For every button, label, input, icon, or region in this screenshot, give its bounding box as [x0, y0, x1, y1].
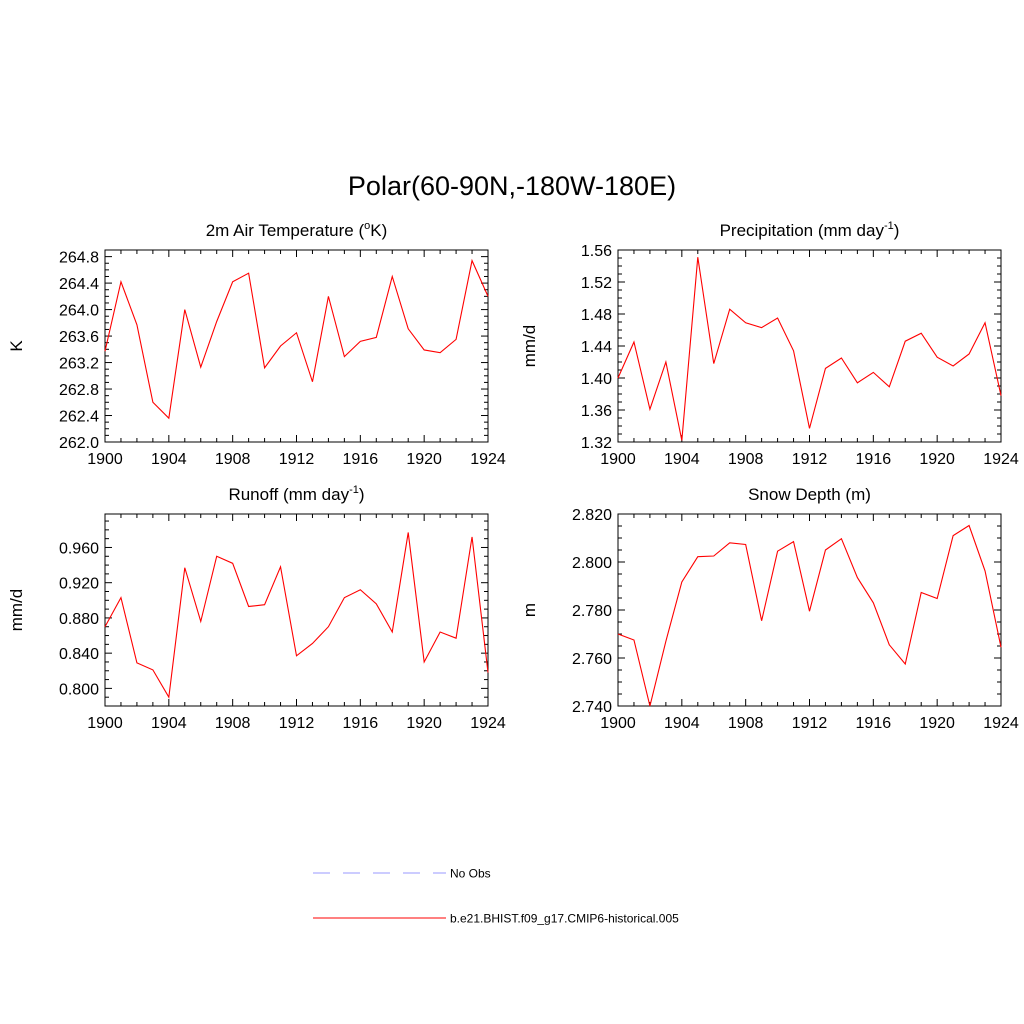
x-tick-label: 1900 — [600, 451, 636, 468]
panel-title: Precipitation (mm day-1) — [720, 220, 900, 240]
x-tick-label: 1924 — [983, 715, 1019, 732]
x-tick-label: 1920 — [919, 715, 955, 732]
x-tick-label: 1908 — [728, 715, 764, 732]
y-tick-label: 0.920 — [59, 576, 99, 593]
x-tick-label: 1920 — [919, 451, 955, 468]
panel-title-superscript: -1 — [349, 484, 359, 496]
y-tick-label: 264.0 — [59, 303, 99, 320]
x-tick-label: 1908 — [215, 715, 251, 732]
page-title: Polar(60-90N,-180W-180E) — [348, 171, 676, 201]
y-tick-label: 262.0 — [59, 435, 99, 452]
legend-item: No Obs — [313, 867, 491, 881]
panel-title-end: ) — [894, 221, 900, 240]
plot-frame — [104, 249, 489, 443]
x-tick-label: 1912 — [792, 715, 828, 732]
series-line — [104, 532, 489, 699]
panel-title-superscript: o — [364, 220, 370, 232]
x-tick-label: 1924 — [470, 451, 506, 468]
x-tick-label: 1908 — [728, 451, 764, 468]
x-tick-label: 1900 — [87, 451, 123, 468]
y-tick-label: 1.32 — [581, 435, 612, 452]
y-tick-label: 0.800 — [59, 681, 99, 698]
y-tick-label: 264.8 — [59, 250, 99, 267]
x-tick-label: 1904 — [664, 715, 700, 732]
legend-label: No Obs — [450, 867, 491, 881]
y-tick-label: 0.840 — [59, 646, 99, 663]
y-tick-label: 262.4 — [59, 409, 99, 426]
x-tick-label: 1920 — [406, 715, 442, 732]
y-tick-label: 1.36 — [581, 403, 612, 420]
y-axis-label: m — [520, 603, 539, 617]
y-tick-label: 0.880 — [59, 611, 99, 628]
x-tick-label: 1916 — [856, 451, 892, 468]
x-tick-label: 1900 — [87, 715, 123, 732]
panel-precipitation: Precipitation (mm day-1) mm/d 1900 1904 1908… — [520, 220, 1019, 468]
y-tick-label: 2.760 — [572, 651, 612, 668]
panels: 2m Air Temperature (oK) K 1900 1904 1908 1912… — [7, 220, 1019, 732]
x-tick-label: 1904 — [151, 451, 187, 468]
panel-title: Runoff (mm day-1) — [228, 484, 364, 504]
y-tick-label: 262.8 — [59, 382, 99, 399]
x-tick-label: 1916 — [343, 451, 379, 468]
y-tick-label: 1.48 — [581, 307, 612, 324]
x-tick-label: 1912 — [279, 715, 315, 732]
panel-snow-depth: Snow Depth (m) m 1900 1904 1908 1912 1916 1920 1… — [520, 485, 1019, 732]
plot-frame — [617, 249, 1002, 443]
panel-title-main: 2m Air Temperature ( — [206, 221, 365, 240]
panel-title-end: K) — [370, 221, 387, 240]
series-line — [617, 524, 1002, 707]
panel-title-main: Runoff (mm day — [228, 485, 349, 504]
y-tick-label: 1.52 — [581, 275, 612, 292]
y-axis-label: mm/d — [7, 589, 26, 632]
x-tick-label: 1912 — [792, 451, 828, 468]
y-tick-label: 2.780 — [572, 603, 612, 620]
panel-title: Snow Depth (m) — [748, 485, 871, 504]
x-tick-label: 1924 — [983, 451, 1019, 468]
y-tick-label: 1.56 — [581, 243, 612, 260]
x-tick-label: 1908 — [215, 451, 251, 468]
x-tick-label: 1916 — [856, 715, 892, 732]
y-tick-label: 1.40 — [581, 371, 612, 388]
x-tick-label: 1924 — [470, 715, 506, 732]
panel-title-end: ) — [359, 485, 365, 504]
panel-title-main: Snow Depth (m) — [748, 485, 871, 504]
y-tick-label: 2.820 — [572, 507, 612, 524]
y-axis-label: K — [7, 340, 26, 352]
legend: No Obs b.e21.BHIST.f09_g17.CMIP6-historic… — [313, 867, 679, 926]
x-tick-label: 1916 — [343, 715, 379, 732]
x-tick-label: 1912 — [279, 451, 315, 468]
legend-label: b.e21.BHIST.f09_g17.CMIP6-historical.005 — [450, 912, 679, 926]
y-tick-label: 263.2 — [59, 356, 99, 373]
x-tick-label: 1904 — [664, 451, 700, 468]
panel-title-superscript: -1 — [884, 220, 894, 232]
y-axis-label: mm/d — [520, 325, 539, 368]
y-tick-label: 2.740 — [572, 699, 612, 716]
series-line — [104, 258, 489, 420]
panel-air-temperature: 2m Air Temperature (oK) K 1900 1904 1908 1912… — [7, 220, 506, 468]
y-tick-label: 1.44 — [581, 339, 612, 356]
x-tick-label: 1904 — [151, 715, 187, 732]
y-tick-label: 263.6 — [59, 329, 99, 346]
y-tick-label: 264.4 — [59, 276, 99, 293]
x-tick-label: 1920 — [406, 451, 442, 468]
y-tick-label: 0.960 — [59, 540, 99, 557]
x-tick-label: 1900 — [600, 715, 636, 732]
legend-item: b.e21.BHIST.f09_g17.CMIP6-historical.005 — [313, 912, 679, 926]
y-tick-label: 2.800 — [572, 555, 612, 572]
panel-runoff: Runoff (mm day-1) mm/d 1900 1904 1908 1912 191… — [7, 484, 506, 732]
plot-frame — [104, 513, 489, 707]
panel-title-main: Precipitation (mm day — [720, 221, 885, 240]
panel-title: 2m Air Temperature (oK) — [206, 220, 388, 240]
series-line — [617, 257, 1002, 441]
